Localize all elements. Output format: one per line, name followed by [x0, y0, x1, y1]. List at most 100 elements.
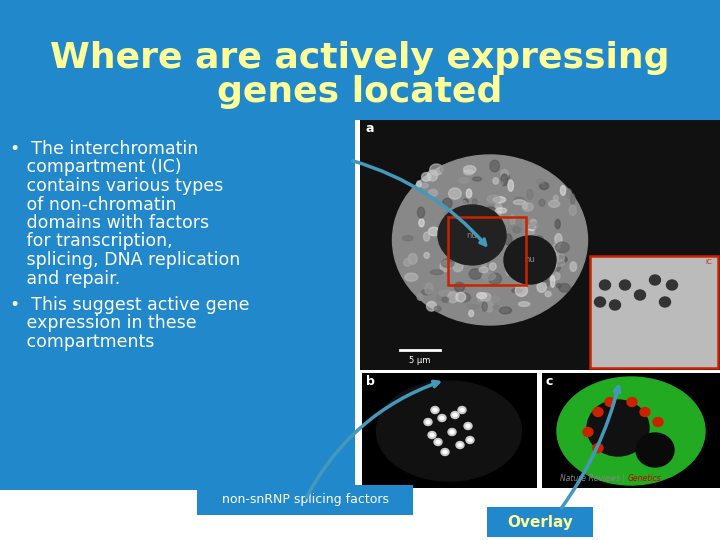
Ellipse shape	[434, 438, 442, 445]
Text: •  The interchromatin: • The interchromatin	[10, 140, 198, 158]
Ellipse shape	[456, 292, 466, 302]
Ellipse shape	[470, 241, 476, 250]
Ellipse shape	[636, 433, 674, 467]
Ellipse shape	[403, 259, 411, 266]
Ellipse shape	[554, 256, 567, 263]
Ellipse shape	[634, 290, 646, 300]
Ellipse shape	[453, 261, 463, 272]
Ellipse shape	[551, 275, 554, 287]
Ellipse shape	[555, 234, 562, 245]
Ellipse shape	[469, 310, 474, 316]
Text: a: a	[365, 122, 374, 135]
Ellipse shape	[441, 259, 454, 267]
Ellipse shape	[440, 416, 444, 420]
Ellipse shape	[527, 190, 533, 199]
Ellipse shape	[428, 190, 438, 196]
Ellipse shape	[557, 377, 705, 485]
Ellipse shape	[428, 227, 439, 236]
Ellipse shape	[520, 254, 525, 260]
Ellipse shape	[466, 424, 470, 428]
Ellipse shape	[449, 257, 461, 263]
Ellipse shape	[438, 291, 453, 296]
Text: c: c	[546, 375, 554, 388]
Ellipse shape	[569, 205, 576, 215]
Ellipse shape	[526, 229, 534, 235]
Ellipse shape	[494, 226, 505, 232]
Ellipse shape	[548, 272, 560, 280]
Ellipse shape	[461, 200, 467, 208]
Ellipse shape	[438, 415, 446, 422]
Ellipse shape	[495, 202, 502, 214]
Ellipse shape	[545, 248, 557, 253]
Ellipse shape	[477, 291, 482, 302]
Ellipse shape	[454, 282, 464, 292]
Ellipse shape	[477, 293, 487, 299]
Ellipse shape	[402, 235, 413, 241]
Ellipse shape	[506, 268, 512, 275]
Ellipse shape	[498, 218, 508, 230]
Ellipse shape	[536, 179, 544, 184]
Ellipse shape	[505, 260, 518, 269]
Ellipse shape	[426, 301, 436, 311]
Ellipse shape	[523, 202, 528, 209]
Ellipse shape	[508, 180, 513, 191]
Ellipse shape	[501, 174, 508, 186]
Ellipse shape	[619, 280, 631, 290]
Text: of non-chromatin: of non-chromatin	[10, 195, 176, 213]
Ellipse shape	[459, 218, 463, 222]
Ellipse shape	[485, 301, 493, 312]
Ellipse shape	[554, 264, 560, 271]
Ellipse shape	[544, 267, 557, 274]
Ellipse shape	[459, 293, 470, 302]
Ellipse shape	[422, 289, 432, 295]
Text: Nature Reviews |: Nature Reviews |	[560, 474, 628, 483]
Ellipse shape	[493, 178, 498, 184]
Ellipse shape	[430, 434, 434, 436]
Ellipse shape	[610, 300, 621, 310]
Ellipse shape	[482, 256, 486, 268]
Ellipse shape	[549, 200, 559, 207]
FancyBboxPatch shape	[360, 120, 720, 370]
Ellipse shape	[487, 224, 498, 229]
Ellipse shape	[423, 232, 430, 241]
Ellipse shape	[593, 408, 603, 416]
Ellipse shape	[450, 430, 454, 434]
Ellipse shape	[660, 297, 670, 307]
Ellipse shape	[487, 195, 500, 204]
Ellipse shape	[499, 217, 506, 224]
Text: compartment (IC): compartment (IC)	[10, 159, 181, 177]
Ellipse shape	[507, 265, 520, 271]
Text: genes located: genes located	[217, 75, 503, 109]
Ellipse shape	[528, 247, 535, 254]
Ellipse shape	[453, 414, 457, 416]
Ellipse shape	[557, 284, 562, 288]
Text: compartments: compartments	[10, 333, 154, 351]
Ellipse shape	[443, 450, 447, 454]
Ellipse shape	[485, 218, 498, 229]
Ellipse shape	[567, 189, 572, 199]
Ellipse shape	[428, 431, 436, 438]
Ellipse shape	[528, 224, 536, 231]
Ellipse shape	[583, 428, 593, 436]
Ellipse shape	[440, 165, 453, 173]
Ellipse shape	[539, 199, 545, 206]
Ellipse shape	[472, 177, 482, 181]
Ellipse shape	[490, 160, 500, 172]
Ellipse shape	[627, 397, 637, 407]
Ellipse shape	[510, 214, 515, 225]
Ellipse shape	[454, 253, 467, 260]
Ellipse shape	[517, 218, 522, 227]
Ellipse shape	[464, 422, 472, 429]
Ellipse shape	[490, 263, 496, 271]
Ellipse shape	[593, 443, 603, 453]
Ellipse shape	[424, 253, 429, 258]
Ellipse shape	[424, 418, 432, 426]
Ellipse shape	[518, 302, 530, 306]
Ellipse shape	[455, 252, 468, 259]
Ellipse shape	[438, 205, 506, 265]
Ellipse shape	[467, 305, 479, 309]
Ellipse shape	[523, 270, 533, 275]
Ellipse shape	[508, 225, 522, 234]
Ellipse shape	[554, 195, 558, 201]
Ellipse shape	[480, 293, 491, 301]
